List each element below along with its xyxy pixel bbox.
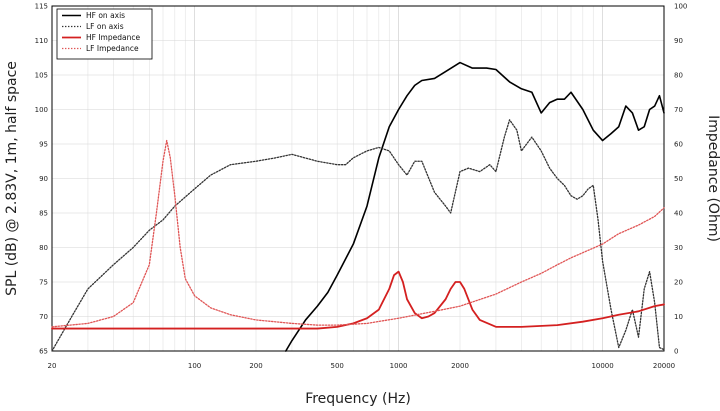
y-tick-label-left: 65 bbox=[39, 348, 48, 356]
y-tick-label-left: 105 bbox=[35, 72, 48, 80]
y-tick-label-left: 110 bbox=[35, 37, 48, 45]
x-axis-title: Frequency (Hz) bbox=[305, 391, 411, 407]
legend-box bbox=[56, 8, 153, 60]
y-tick-label-right: 20 bbox=[674, 279, 683, 287]
y-tick-label-right: 80 bbox=[674, 72, 683, 80]
x-tick-label: 2000 bbox=[451, 362, 469, 370]
x-tick-label: 10000 bbox=[591, 362, 613, 370]
y-tick-label-right: 10 bbox=[674, 313, 683, 321]
series-line-1 bbox=[51, 119, 665, 352]
series-line-3 bbox=[51, 139, 665, 328]
x-tick-label: 200 bbox=[249, 362, 262, 370]
y-tick-label-left: 115 bbox=[35, 3, 48, 11]
y-tick-label-right: 50 bbox=[674, 175, 683, 183]
x-tick-label: 20000 bbox=[653, 362, 675, 370]
x-tick-label: 1000 bbox=[390, 362, 408, 370]
x-tick-label: 500 bbox=[330, 362, 343, 370]
y-tick-label-left: 80 bbox=[39, 244, 48, 252]
y-tick-label-left: 75 bbox=[39, 279, 48, 287]
series-line-2 bbox=[51, 270, 665, 330]
y-axis-title-left: SPL (dB) @ 2.83V, 1m, half space bbox=[4, 61, 20, 296]
y-tick-label-left: 100 bbox=[35, 106, 48, 114]
y-tick-label-right: 70 bbox=[674, 106, 683, 114]
series-line-0 bbox=[285, 61, 665, 352]
y-tick-label-right: 0 bbox=[674, 348, 678, 356]
y-tick-label-right: 90 bbox=[674, 37, 683, 45]
series-lines bbox=[51, 61, 665, 352]
y-tick-label-left: 85 bbox=[39, 210, 48, 218]
legend-label: HF Impedance bbox=[86, 33, 140, 42]
legend-label: LF on axis bbox=[86, 22, 124, 31]
legend-entries: HF on axis LF on axis HF Impedance LF Imped… bbox=[62, 11, 140, 53]
y-tick-label-right: 30 bbox=[674, 244, 683, 252]
x-tick-label: 20 bbox=[48, 362, 57, 370]
y-axis-title-right: Impedance (Ohm) bbox=[705, 115, 720, 242]
y-tick-label-left: 90 bbox=[39, 175, 48, 183]
tick-labels: 20 100 200 500 1000 2000 10000 2000065707580859… bbox=[35, 3, 688, 371]
x-tick-label: 100 bbox=[188, 362, 201, 370]
legend-label: HF on axis bbox=[86, 11, 125, 20]
legend: HF on axis LF on axis HF Impedance LF Imped… bbox=[56, 8, 153, 60]
plot-frame bbox=[51, 5, 665, 352]
legend-label: LF Impedance bbox=[86, 44, 139, 53]
y-tick-label-right: 100 bbox=[674, 3, 687, 11]
y-tick-label-right: 40 bbox=[674, 210, 683, 218]
y-tick-label-left: 70 bbox=[39, 313, 48, 321]
y-tick-label-right: 60 bbox=[674, 141, 683, 149]
y-tick-label-left: 95 bbox=[39, 141, 48, 149]
